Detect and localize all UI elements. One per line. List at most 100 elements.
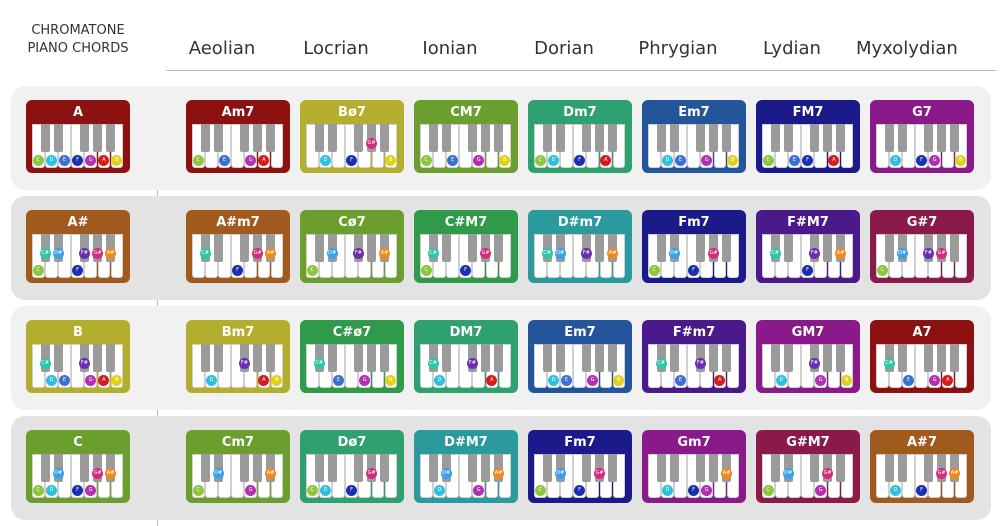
black-key-dsharp <box>213 344 223 372</box>
chord-card-fm7[interactable]: FM7 C E F A <box>756 100 860 173</box>
chord-card-gm7[interactable]: GM7 D F# G B <box>756 320 860 393</box>
note-dot-d: D <box>319 155 331 166</box>
black-key-fsharp <box>581 124 591 152</box>
chord-card-gm7[interactable]: Gm7 D F G A# <box>642 430 746 503</box>
black-key-asharp <box>608 454 618 482</box>
black-key-dsharp <box>441 234 451 262</box>
black-key-csharp <box>314 454 324 482</box>
black-key-fsharp <box>467 234 477 262</box>
note-dot-e: E <box>447 155 458 166</box>
mode-dorian: Dorian <box>534 38 594 59</box>
chord-card-csharpm7[interactable]: C#M7 C C# F G# <box>414 210 518 283</box>
chord-card-dsharpm7[interactable]: D#m7 C# D# F# A# <box>528 210 632 283</box>
note-dot-d: D <box>45 375 57 386</box>
chord-name: Bm7 <box>221 325 255 340</box>
chord-card-fm7[interactable]: Fm7 C D# F G# <box>528 430 632 503</box>
chord-card-bhalf-dim7[interactable]: Bø7 D F G# B <box>300 100 404 173</box>
black-key-asharp <box>494 344 504 372</box>
black-key-gsharp <box>823 124 832 152</box>
chord-name: Dø7 <box>337 435 367 450</box>
chord-card-dm7[interactable]: Dm7 C D F A <box>528 100 632 173</box>
black-key-fsharp <box>809 124 819 152</box>
black-key-dsharp <box>783 344 793 372</box>
black-key-dsharp <box>53 344 63 372</box>
black-key-asharp <box>380 454 390 482</box>
note-dot-f: F <box>72 155 84 166</box>
chord-card-fsharpm7[interactable]: F#m7 C# E F# A <box>642 320 746 393</box>
black-key-dsharp <box>555 124 565 152</box>
root-card-asharp[interactable]: A# C C# D# F F# G# A# <box>26 210 130 283</box>
note-dot-c: C <box>534 485 546 496</box>
black-key-asharp <box>950 344 960 372</box>
root-card-c[interactable]: C C D D# F G G# A# <box>26 430 130 503</box>
chord-card-bm7[interactable]: Bm7 D F# A B <box>186 320 290 393</box>
chord-card-am7[interactable]: Am7 C E G A <box>186 100 290 173</box>
chord-card-em7[interactable]: Em7 D E G B <box>528 320 632 393</box>
note-dot-gsharp: G# <box>366 138 377 149</box>
chord-card-em7[interactable]: Em7 D E G B <box>642 100 746 173</box>
chord-card-asharpm7[interactable]: A#m7 C# F G# A# <box>186 210 290 283</box>
note-dot-c: C <box>306 485 318 496</box>
note-dot-c: C <box>192 485 204 496</box>
note-dot-g: G <box>473 485 485 496</box>
chord-card-cm7[interactable]: Cm7 C D# G A# <box>186 430 290 503</box>
note-dot-g: G <box>815 375 827 386</box>
black-key-asharp <box>950 124 960 152</box>
black-key-dsharp <box>669 124 679 152</box>
black-key-fsharp <box>695 234 705 262</box>
note-dot-csharp: C# <box>883 358 895 369</box>
note-dot-fsharp: F# <box>580 248 592 259</box>
mode-phrygian: Phrygian <box>638 38 718 59</box>
chord-card-chalf-dim7[interactable]: Cø7 C D# F# A# <box>300 210 404 283</box>
chord-card-a7[interactable]: A7 C# E G A <box>870 320 974 393</box>
chord-name: G#M7 <box>786 435 830 450</box>
note-dot-f: F <box>346 155 358 166</box>
piano-keyboard: C# E G A <box>876 344 968 388</box>
note-dot-f: F <box>72 265 84 276</box>
chord-card-cm7[interactable]: CM7 C E G B <box>414 100 518 173</box>
note-dot-dsharp: D# <box>440 468 452 479</box>
black-key-dsharp <box>327 124 337 152</box>
app-title-line1: CHROMATONE <box>31 23 125 38</box>
note-dot-gsharp: G# <box>936 468 947 479</box>
note-dot-dsharp: D# <box>896 248 908 259</box>
piano-keyboard: D D# G A# <box>420 454 512 498</box>
chord-card-dm7[interactable]: DM7 C# D F# A <box>414 320 518 393</box>
chord-card-gsharp7[interactable]: G#7 C D# F# G# <box>870 210 974 283</box>
note-dot-asharp: A# <box>105 468 117 479</box>
chord-card-dhalf-dim7[interactable]: Dø7 C D F G# <box>300 430 404 503</box>
note-dot-asharp: A# <box>721 468 733 479</box>
chord-card-fm7[interactable]: Fm7 C D# F G# <box>642 210 746 283</box>
note-dot-g: G <box>701 485 713 496</box>
piano-keyboard: C# E G B <box>306 344 398 388</box>
black-key-gsharp <box>709 454 718 482</box>
black-key-gsharp <box>481 454 490 482</box>
black-key-asharp <box>266 344 276 372</box>
chord-card-csharphalf-dim7[interactable]: C#ø7 C# E G B <box>300 320 404 393</box>
note-dot-asharp: A# <box>105 248 117 259</box>
chord-name: A# <box>67 215 89 230</box>
chord-card-fsharpm7[interactable]: F#M7 C# F F# A# <box>756 210 860 283</box>
piano-keyboard: D F# A B <box>192 344 284 388</box>
chord-card-g7[interactable]: G7 D F G B <box>870 100 974 173</box>
note-dot-f: F <box>72 485 84 496</box>
note-dot-c: C <box>306 265 318 276</box>
chord-card-asharp7[interactable]: A#7 D F G# A# <box>870 430 974 503</box>
chord-card-gsharpm7[interactable]: G#M7 C D# G G# <box>756 430 860 503</box>
black-key-asharp <box>106 124 116 152</box>
note-dot-f: F <box>574 155 586 166</box>
black-key-gsharp <box>481 124 490 152</box>
black-key-csharp <box>884 234 894 262</box>
note-dot-g: G <box>701 155 713 166</box>
piano-keyboard: C# E F# A <box>648 344 740 388</box>
black-key-fsharp <box>467 454 477 482</box>
note-dot-c: C <box>32 265 44 276</box>
note-dot-csharp: C# <box>313 358 325 369</box>
chord-card-dsharpm7[interactable]: D#M7 D D# G A# <box>414 430 518 503</box>
black-key-gsharp <box>253 124 262 152</box>
root-card-b[interactable]: B C# D E F# G A B <box>26 320 130 393</box>
note-dot-fsharp: F# <box>808 248 820 259</box>
